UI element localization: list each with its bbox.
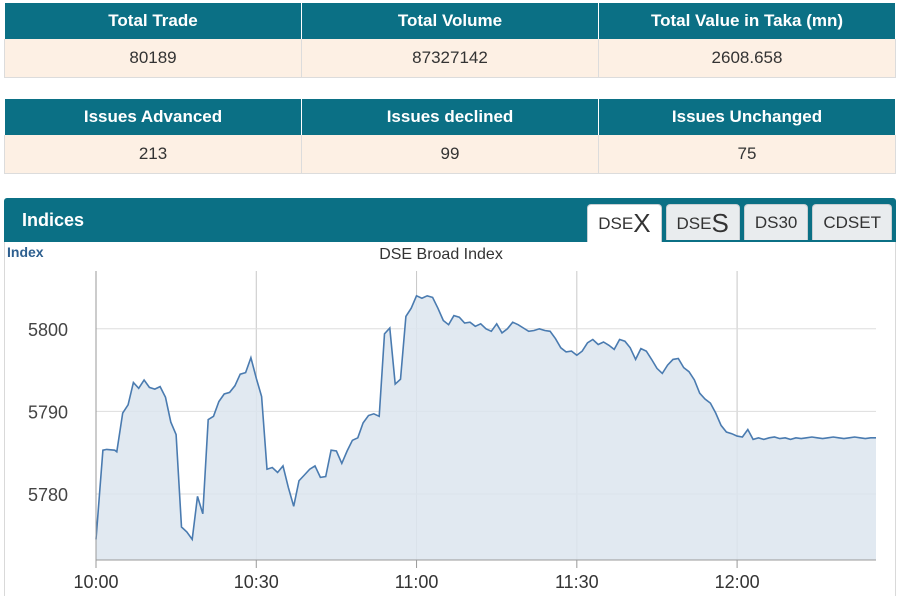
x-tick-label: 10:00 — [73, 572, 118, 592]
x-tick-label: 11:30 — [555, 572, 599, 592]
total-trade-header: Total Trade — [4, 3, 302, 39]
index-chart-panel: 10:00 10:30 11:00 11:30 12:00 5780 5790 5800 DS… — [4, 242, 896, 596]
series-area — [96, 295, 876, 560]
indices-panel-header: Indices DSEX DSES DS30 CDSET — [4, 198, 896, 242]
chart-title: DSE Broad Index — [379, 246, 503, 263]
trade-summary-table: Total Trade Total Volume Total Value in … — [4, 3, 896, 78]
total-value-value: 2608.658 — [598, 39, 896, 78]
y-axis-label: Index — [7, 244, 44, 260]
tab-dsex[interactable]: DSEX — [587, 204, 662, 242]
tab-ds30[interactable]: DS30 — [743, 204, 809, 240]
issues-advanced-value: 213 — [4, 135, 302, 174]
x-tick-label: 11:00 — [395, 572, 439, 592]
x-tick-label: 12:00 — [715, 572, 760, 592]
tab-cdset[interactable]: CDSET — [812, 204, 892, 240]
issues-advanced-header: Issues Advanced — [4, 99, 302, 135]
y-tick-label: 5800 — [28, 320, 68, 340]
total-trade-value: 80189 — [4, 39, 302, 78]
dse-broad-index-chart: 10:00 10:30 11:00 11:30 12:00 5780 5790 5800 DS… — [7, 244, 876, 592]
x-tick-label: 10:30 — [234, 572, 279, 592]
y-tick-label: 5790 — [28, 402, 68, 422]
tab-dsex-prefix: DSE — [598, 214, 634, 233]
issues-declined-header: Issues declined — [301, 99, 599, 135]
tab-ds30-label: DS30 — [754, 213, 798, 232]
issues-summary-table: Issues Advanced Issues declined Issues U… — [4, 99, 896, 174]
tab-cdset-label: CDSET — [823, 213, 881, 232]
issues-declined-value: 99 — [301, 135, 599, 174]
index-tabs: DSEX DSES DS30 CDSET — [583, 204, 892, 242]
series-line — [95, 294, 876, 542]
indices-title: Indices — [22, 210, 85, 230]
issues-unchanged-value: 75 — [598, 135, 896, 174]
y-tick-label: 5780 — [28, 485, 68, 505]
total-volume-header: Total Volume — [301, 3, 599, 39]
total-volume-value: 87327142 — [301, 39, 599, 78]
total-value-header: Total Value in Taka (mn) — [598, 3, 896, 39]
tab-dsex-letter: X — [633, 208, 651, 238]
issues-unchanged-header: Issues Unchanged — [598, 99, 896, 135]
tab-dses-letter: S — [711, 208, 729, 238]
tab-dses[interactable]: DSES — [665, 204, 740, 240]
tab-dses-prefix: DSE — [676, 214, 712, 233]
